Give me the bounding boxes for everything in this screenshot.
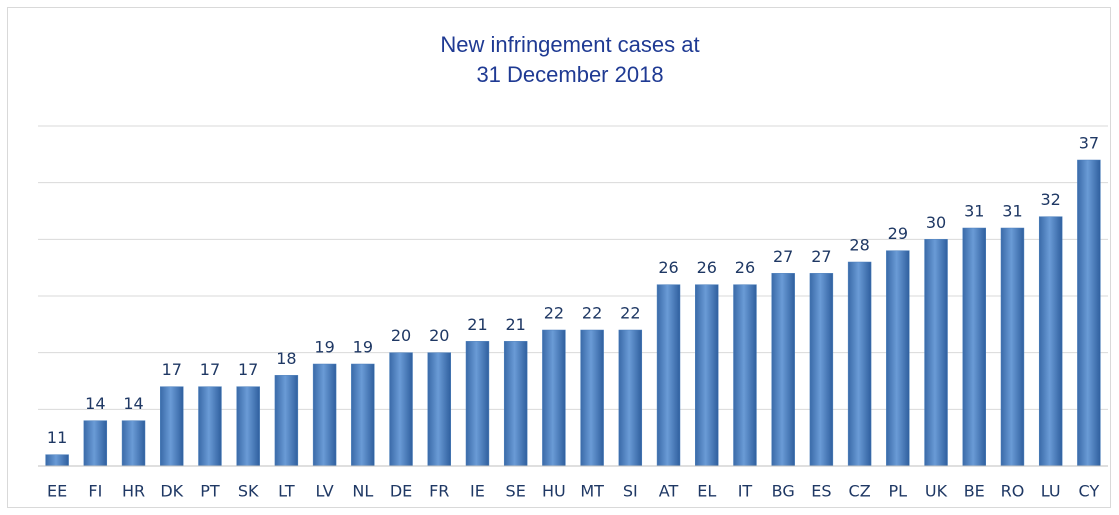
- value-label: 37: [1079, 134, 1099, 153]
- x-tick-label: EE: [47, 482, 67, 501]
- x-tick-label: CY: [1079, 482, 1100, 501]
- bar: [503, 341, 528, 467]
- bar: [465, 341, 490, 467]
- x-tick-label: CZ: [849, 482, 871, 501]
- value-label: 31: [964, 202, 984, 221]
- x-tick-label: FI: [88, 482, 102, 501]
- x-tick-label: UK: [925, 482, 948, 501]
- x-tick-label: BG: [772, 482, 795, 501]
- bar: [618, 329, 643, 467]
- bar: [580, 329, 604, 467]
- value-label: 27: [811, 247, 831, 266]
- value-label: 14: [123, 394, 143, 413]
- bar: [886, 250, 910, 467]
- x-tick-label: BE: [964, 482, 985, 501]
- bar: [847, 261, 872, 467]
- value-label: 21: [467, 315, 487, 334]
- value-label: 14: [85, 394, 105, 413]
- x-tick-label: SI: [623, 482, 638, 501]
- bar: [45, 454, 69, 467]
- x-tick-label: IE: [470, 482, 485, 501]
- bar: [809, 273, 834, 467]
- x-tick-label: DK: [160, 482, 183, 501]
- x-tick-label: LT: [278, 482, 295, 501]
- bar: [771, 273, 795, 467]
- bar: [160, 386, 184, 467]
- x-tick-label: HU: [542, 482, 566, 501]
- bar: [312, 363, 337, 467]
- value-label: 20: [429, 326, 449, 345]
- bar: [924, 239, 948, 467]
- bar: [1000, 227, 1025, 467]
- value-label: 19: [314, 338, 334, 357]
- x-tick-label: HR: [122, 482, 145, 501]
- x-tick-label: PT: [200, 482, 220, 501]
- value-label: 26: [658, 258, 678, 277]
- value-label: 32: [1040, 190, 1060, 209]
- bar: [962, 227, 986, 467]
- x-tick-label: SE: [506, 482, 526, 501]
- bar: [274, 375, 299, 467]
- bar: [121, 420, 146, 467]
- bar: [695, 284, 719, 467]
- x-tick-label: MT: [580, 482, 604, 501]
- x-tick-label: RO: [1001, 482, 1025, 501]
- value-label: 21: [505, 315, 525, 334]
- value-label: 22: [620, 304, 640, 323]
- value-label: 29: [888, 224, 908, 243]
- bar: [1038, 216, 1063, 467]
- value-label: 19: [353, 338, 373, 357]
- x-tick-label: NL: [352, 482, 373, 501]
- value-label: 22: [582, 304, 602, 323]
- value-label: 17: [162, 360, 182, 379]
- bar: [83, 420, 108, 467]
- bar: [733, 284, 757, 467]
- x-tick-label: PL: [889, 482, 908, 501]
- x-tick-label: IT: [738, 482, 753, 501]
- value-label: 27: [773, 247, 793, 266]
- chart-title: New infringement cases at: [440, 32, 699, 57]
- value-label: 22: [544, 304, 564, 323]
- value-label: 17: [238, 360, 258, 379]
- x-tick-label: ES: [811, 482, 831, 501]
- x-tick-label: AT: [659, 482, 679, 501]
- value-label: 30: [926, 213, 946, 232]
- bar: [351, 363, 375, 467]
- value-label: 17: [200, 360, 220, 379]
- bar: [1077, 159, 1101, 467]
- value-label: 26: [697, 258, 717, 277]
- bar: [236, 386, 260, 467]
- x-tick-label: LV: [316, 482, 334, 501]
- bar: [656, 284, 681, 467]
- x-tick-label: FR: [429, 482, 449, 501]
- bar: [427, 352, 451, 467]
- value-label: 18: [276, 349, 296, 368]
- value-label: 20: [391, 326, 411, 345]
- value-label: 31: [1002, 202, 1022, 221]
- x-tick-label: SK: [238, 482, 259, 501]
- value-label: 11: [47, 428, 67, 447]
- value-label: 26: [735, 258, 755, 277]
- bar: [198, 386, 222, 467]
- x-tick-label: LU: [1041, 482, 1061, 501]
- x-tick-label: DE: [390, 482, 412, 501]
- value-label: 28: [849, 236, 869, 255]
- bar: [542, 329, 566, 467]
- x-tick-label: EL: [697, 482, 716, 501]
- chart-title: 31 December 2018: [476, 62, 663, 87]
- bar: [389, 352, 413, 467]
